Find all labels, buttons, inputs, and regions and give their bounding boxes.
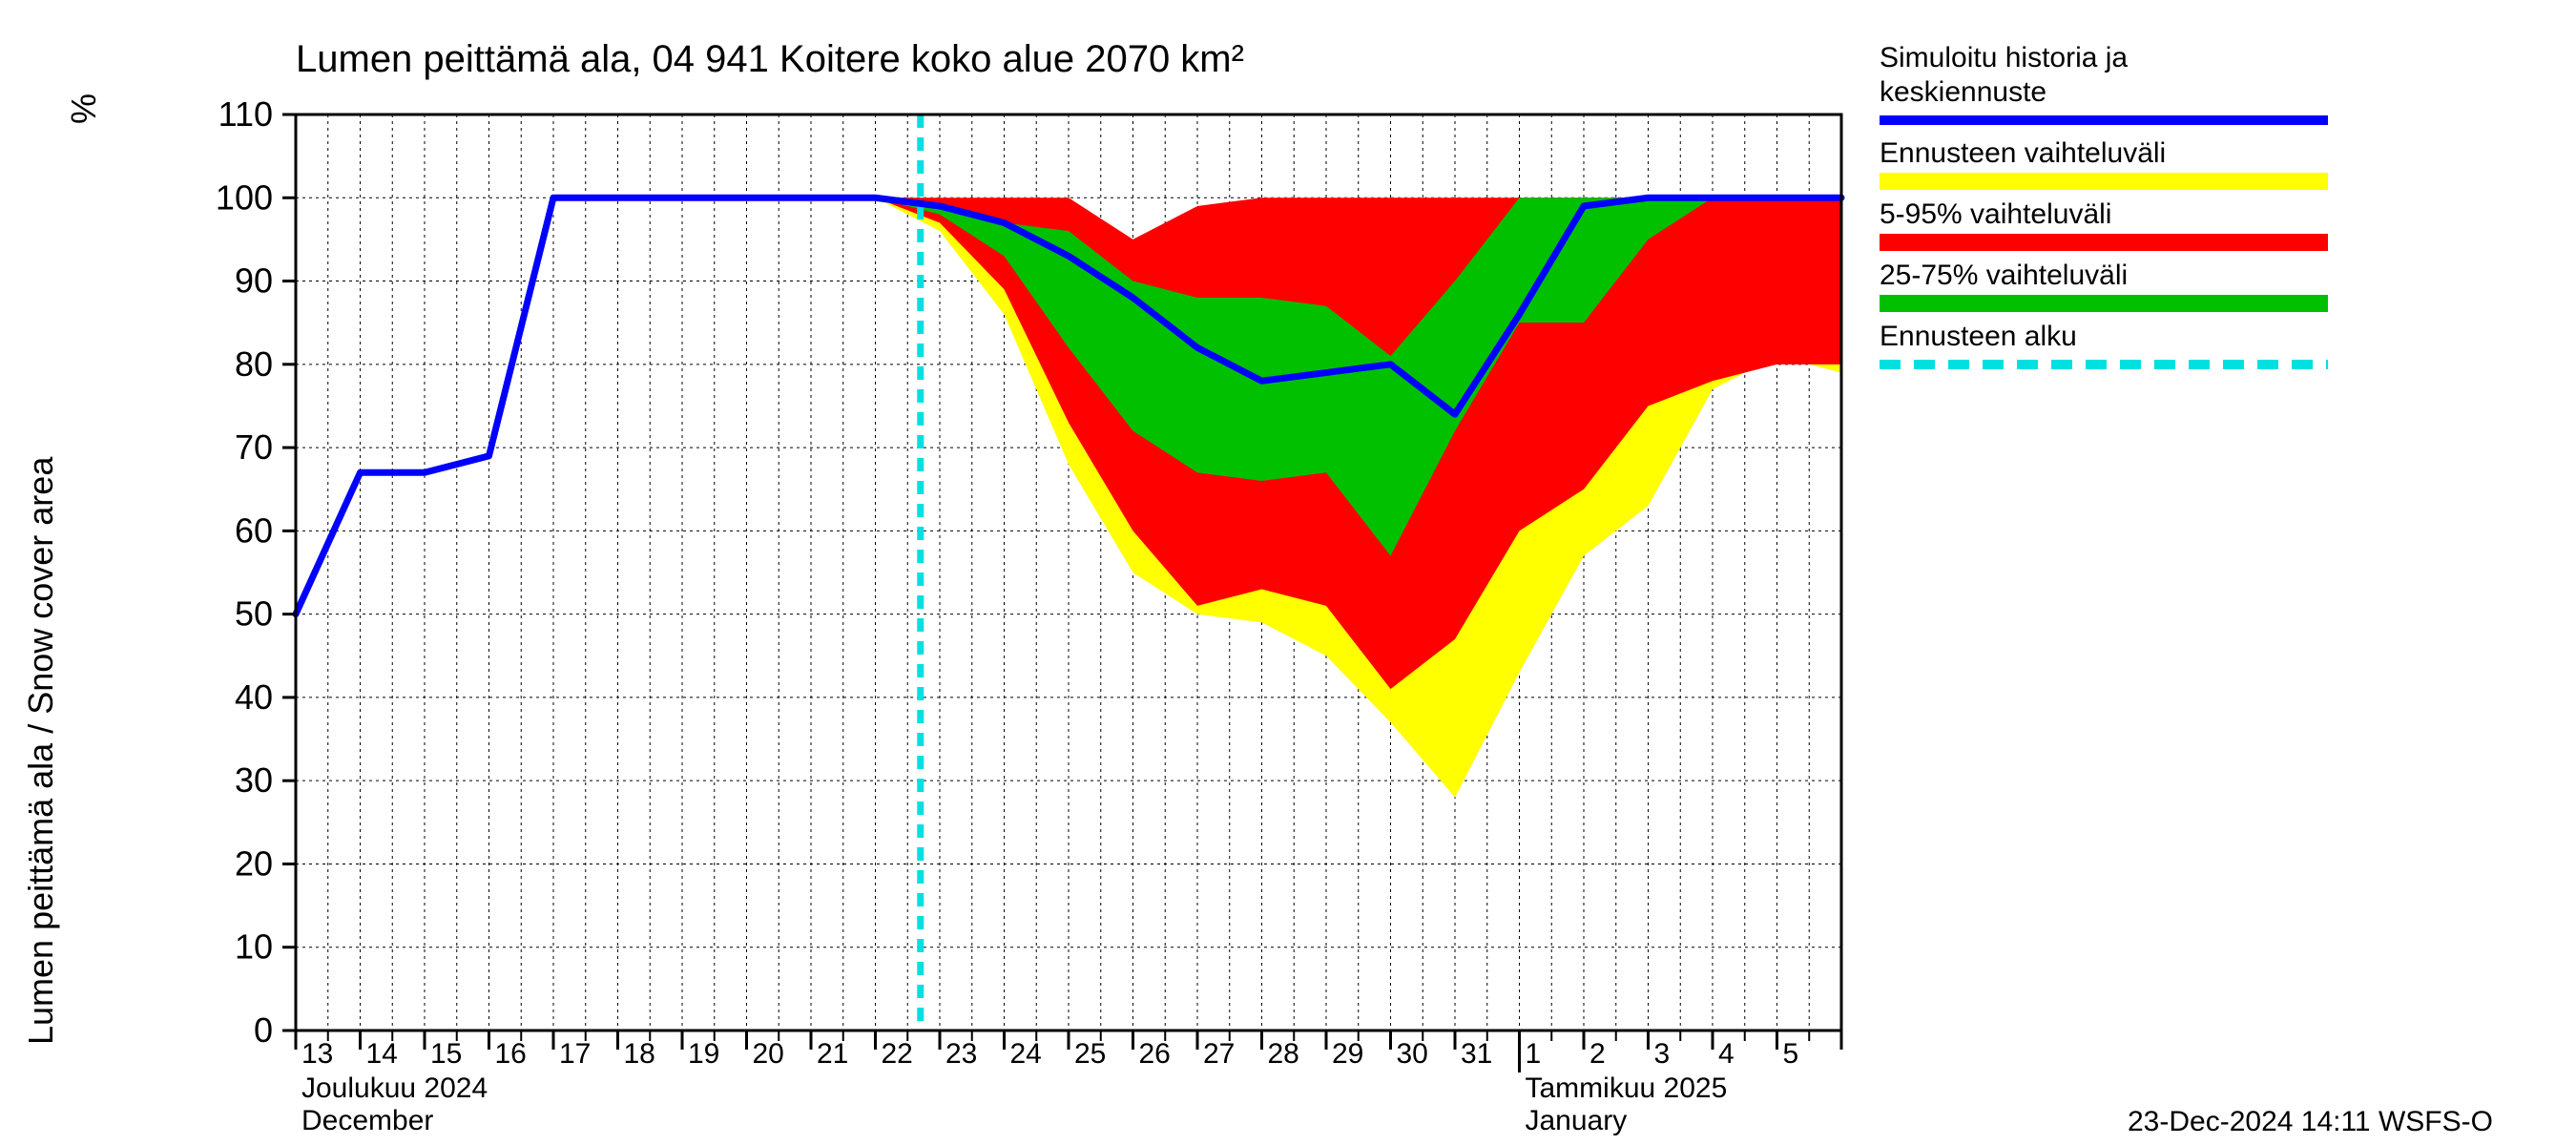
xtick-label: 1 (1526, 1038, 1542, 1070)
legend-swatch (1880, 295, 2328, 312)
ytick-label: 110 (218, 94, 273, 134)
legend-label: 25-75% vaihteluväli (1880, 260, 2128, 291)
ytick-label: 10 (235, 927, 273, 967)
xtick-label: 29 (1332, 1038, 1363, 1070)
xtick-label: 17 (559, 1038, 591, 1070)
legend-label: Ennusteen alku (1880, 321, 2077, 352)
xtick-label: 26 (1139, 1038, 1171, 1070)
month-label-right-top: Tammikuu 2025 (1526, 1072, 1728, 1104)
xtick-label: 19 (688, 1038, 719, 1070)
ytick-label: 40 (235, 677, 273, 717)
xtick-label: 24 (1010, 1038, 1042, 1070)
xtick-label: 28 (1268, 1038, 1299, 1070)
ytick-label: 0 (254, 1010, 273, 1050)
xtick-label: 16 (495, 1038, 527, 1070)
xtick-label: 30 (1397, 1038, 1428, 1070)
y-axis-label: Lumen peittämä ala / Snow cover area (21, 456, 60, 1045)
ytick-label: 70 (235, 427, 273, 467)
ytick-label: 60 (235, 510, 273, 550)
xtick-label: 18 (624, 1038, 655, 1070)
plot-area: 0102030405060708090100110131415161718192… (216, 94, 1841, 1136)
xtick-label: 20 (753, 1038, 784, 1070)
month-label-left-top: Joulukuu 2024 (301, 1072, 488, 1104)
xtick-label: 21 (817, 1038, 848, 1070)
legend: Simuloitu historia jakeskiennuste Ennuste… (1880, 42, 2328, 364)
ytick-label: 20 (235, 843, 273, 883)
ytick-label: 100 (216, 177, 273, 217)
xtick-label: 25 (1074, 1038, 1106, 1070)
xtick-label: 31 (1461, 1038, 1492, 1070)
xtick-label: 13 (301, 1038, 333, 1070)
xtick-label: 5 (1783, 1038, 1799, 1070)
xtick-label: 27 (1203, 1038, 1235, 1070)
xtick-label: 15 (430, 1038, 462, 1070)
ytick-label: 30 (235, 760, 273, 800)
legend-swatch (1880, 234, 2328, 251)
timestamp: 23-Dec-2024 14:11 WSFS-O (2128, 1106, 2493, 1137)
xtick-label: 14 (366, 1038, 398, 1070)
chart-title: Lumen peittämä ala, 04 941 Koitere koko … (296, 38, 1244, 80)
chart-svg: Lumen peittämä ala, 04 941 Koitere koko … (0, 0, 2576, 1145)
legend-label: 5-95% vaihteluväli (1880, 198, 2111, 230)
legend-swatch (1880, 173, 2328, 190)
chart-root: Lumen peittämä ala, 04 941 Koitere koko … (0, 0, 2576, 1145)
month-label-left-bottom: December (301, 1105, 433, 1136)
ytick-label: 90 (235, 261, 273, 301)
ytick-label: 80 (235, 344, 273, 384)
legend-label: Ennusteen vaihteluväli (1880, 137, 2166, 169)
xtick-label: 23 (945, 1038, 977, 1070)
legend-label: keskiennuste (1880, 76, 2046, 108)
xtick-label: 2 (1589, 1038, 1606, 1070)
legend-label: Simuloitu historia ja (1880, 42, 2128, 73)
xtick-label: 3 (1654, 1038, 1671, 1070)
y-axis-unit: % (64, 94, 103, 124)
xtick-label: 22 (882, 1038, 913, 1070)
month-label-right-bottom: January (1526, 1105, 1628, 1136)
xtick-label: 4 (1718, 1038, 1735, 1070)
ytick-label: 50 (235, 594, 273, 634)
